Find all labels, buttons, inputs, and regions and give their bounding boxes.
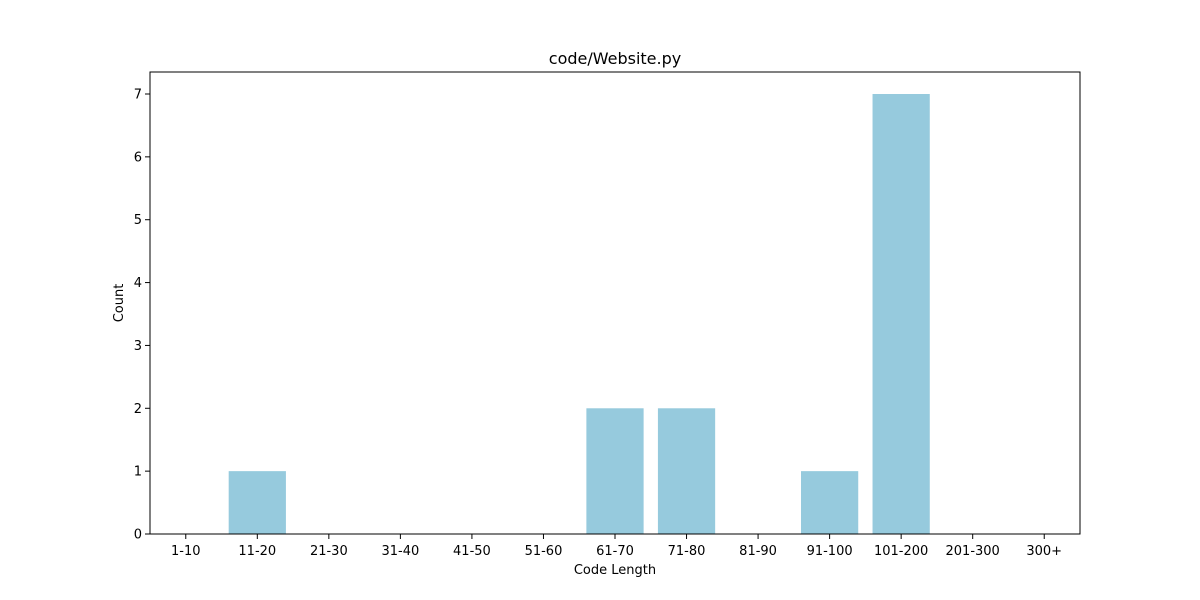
bar-11-20 (228, 471, 286, 534)
x-tick-label: 11-20 (238, 544, 276, 559)
x-tick-label: 101-200 (874, 544, 928, 559)
bars-layer (228, 94, 930, 534)
x-tick-label: 201-300 (946, 544, 1000, 559)
plot-frame (149, 71, 1081, 535)
y-axis-ticks: 0 1 2 3 4 5 6 7 (134, 88, 150, 543)
x-tick-label: 41-50 (453, 544, 491, 559)
y-tick-label: 4 (134, 276, 142, 291)
y-tick-label: 0 (134, 528, 142, 543)
x-tick-label: 51-60 (525, 544, 563, 559)
y-tick-label: 5 (134, 213, 142, 228)
bar-91-100 (801, 471, 859, 534)
x-tick-label: 31-40 (381, 544, 419, 559)
chart-title: code/Website.py (549, 49, 681, 68)
x-tick-label: 21-30 (310, 544, 348, 559)
y-tick-label: 3 (134, 339, 142, 354)
y-tick-label: 7 (134, 88, 142, 103)
bar-71-80 (657, 408, 716, 534)
y-axis-label: Count (112, 284, 127, 323)
bar-61-70 (586, 408, 644, 534)
x-tick-label: 1-10 (171, 544, 201, 559)
x-tick-label: 61-70 (596, 544, 634, 559)
x-axis-ticks: 1-10 11-20 21-30 31-40 41-50 51-60 61-70 71-80 8… (171, 534, 1062, 559)
y-tick-label: 6 (134, 150, 142, 165)
y-tick-label: 1 (134, 465, 142, 480)
x-axis-label: Code Length (574, 563, 656, 578)
x-tick-label: 300+ (1026, 544, 1062, 559)
x-tick-label: 71-80 (668, 544, 706, 559)
y-tick-label: 2 (134, 402, 142, 417)
x-tick-label: 81-90 (739, 544, 777, 559)
bar-101-200 (872, 94, 930, 534)
x-tick-label: 91-100 (807, 544, 853, 559)
